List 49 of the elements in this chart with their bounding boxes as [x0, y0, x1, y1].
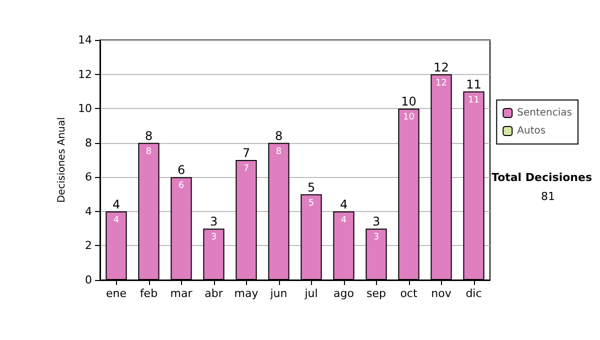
y-tick-label: 8	[85, 136, 92, 150]
data-label: 4	[340, 215, 347, 226]
legend-label: Sentencias	[517, 108, 572, 118]
x-tick-label: ene	[106, 287, 127, 300]
x-tick-label: oct	[400, 287, 418, 300]
x-tick-label: mar	[170, 287, 193, 300]
data-label: 6	[178, 181, 184, 192]
total-label: 5	[307, 180, 316, 194]
data-label: 8	[146, 146, 152, 157]
data-label: 3	[210, 232, 217, 243]
x-tick-label: jun	[269, 287, 288, 300]
total-label: 10	[401, 94, 416, 109]
total-label: 7	[242, 146, 250, 160]
total-label: 3	[372, 214, 380, 229]
y-tick-label: 14	[78, 34, 92, 46]
total-label: 8	[144, 128, 153, 143]
data-label: 4	[113, 215, 120, 226]
data-label: 5	[308, 198, 314, 208]
x-tick-label: sep	[366, 287, 386, 300]
x-tick-label: nov	[431, 287, 452, 300]
legend-label: Autos	[517, 126, 546, 136]
total-label: 3	[210, 214, 218, 229]
y-tick-label: 0	[85, 274, 92, 286]
y-tick-label: 6	[85, 170, 92, 184]
text: 81	[541, 190, 556, 203]
total-label: 4	[112, 197, 120, 212]
data-label: 7	[243, 164, 250, 174]
x-tick-label: feb	[140, 287, 158, 300]
total-label: 4	[340, 197, 348, 212]
x-tick-label: dic	[466, 287, 482, 300]
y-tick-label: 4	[85, 204, 92, 218]
data-label: 12	[436, 78, 447, 88]
x-tick-label: ago	[334, 287, 354, 300]
x-tick-label: jul	[304, 287, 318, 300]
data-label: 3	[373, 232, 380, 243]
total-label: 6	[177, 163, 186, 178]
y-tick-label: 10	[78, 102, 92, 116]
y-axis-title: Decisiones Anual	[56, 117, 68, 203]
text: Total Decisiones	[492, 171, 592, 184]
y-tick-label: 12	[78, 68, 92, 81]
total-label: 12	[434, 60, 449, 74]
total-label: 8	[274, 128, 283, 143]
x-tick-label: abr	[204, 287, 224, 300]
total-label: 11	[466, 77, 482, 92]
data-label: 11	[468, 95, 480, 106]
data-label: 10	[403, 112, 415, 123]
y-tick-label: 2	[85, 239, 92, 252]
data-label: 8	[276, 146, 282, 157]
x-tick-label: may	[234, 287, 259, 300]
